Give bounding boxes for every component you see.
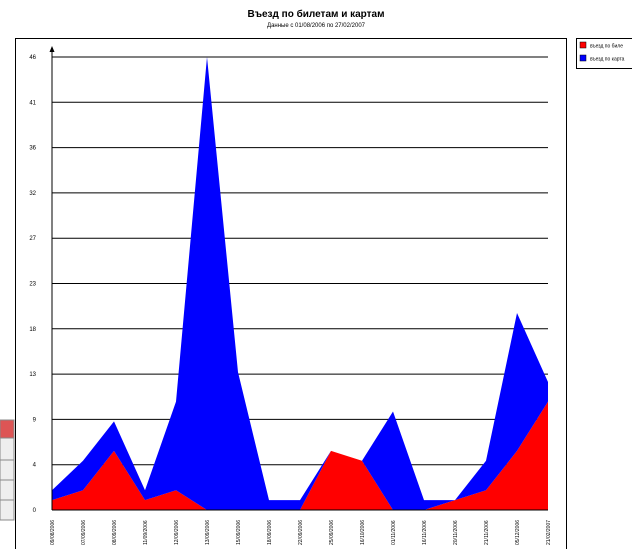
legend-label: въезд по биле <box>590 44 623 50</box>
x-tick-label: 07/09/2006 <box>81 520 87 545</box>
x-tick-label: 09/08/2006 <box>50 520 56 545</box>
y-tick-label: 13 <box>29 372 36 378</box>
chart-title: Въезд по билетам и картам <box>247 8 384 20</box>
side-widget <box>0 420 14 520</box>
x-tick-label: 25/09/2006 <box>329 520 335 545</box>
y-tick-label: 4 <box>33 463 37 469</box>
y-tick-label: 32 <box>29 191 36 197</box>
x-tick-label: 13/09/2006 <box>205 520 211 545</box>
y-tick-label: 9 <box>33 417 37 423</box>
y-tick-label: 36 <box>29 146 36 152</box>
x-tick-label: 16/10/2006 <box>360 520 366 545</box>
y-tick-label: 0 <box>33 508 37 514</box>
legend-swatch <box>580 42 586 48</box>
x-tick-label: 21/11/2006 <box>484 520 490 545</box>
x-tick-label: 12/09/2006 <box>174 520 180 545</box>
x-tick-label: 01/11/2006 <box>391 520 397 545</box>
chart-subtitle: Данные с 01/08/2006 по 27/02/2007 <box>267 23 366 29</box>
legend-label: въезд по карта <box>590 57 625 63</box>
y-tick-label: 23 <box>29 282 36 288</box>
y-tick-label: 46 <box>29 55 36 61</box>
x-tick-label: 22/09/2006 <box>298 520 304 545</box>
x-tick-label: 15/09/2006 <box>236 520 242 545</box>
x-tick-label: 16/11/2006 <box>422 520 428 545</box>
x-tick-label: 05/12/2006 <box>515 520 521 545</box>
x-tick-label: 20/11/2006 <box>453 520 459 545</box>
x-tick-label: 11/09/2006 <box>143 520 149 545</box>
x-tick-label: 08/09/2006 <box>112 520 118 545</box>
y-tick-label: 18 <box>29 327 36 333</box>
legend-swatch <box>580 55 586 61</box>
x-tick-label: 21/02/2007 <box>546 520 552 545</box>
y-tick-label: 27 <box>29 236 36 242</box>
y-axis-arrow <box>50 46 55 52</box>
x-tick-label: 18/09/2006 <box>267 520 273 545</box>
y-tick-label: 41 <box>29 100 36 106</box>
